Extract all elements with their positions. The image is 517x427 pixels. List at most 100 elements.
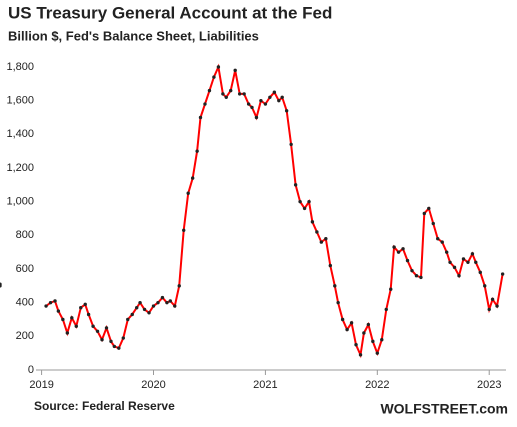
marker (156, 300, 160, 305)
marker (293, 183, 298, 187)
marker (405, 258, 410, 263)
marker (349, 321, 354, 325)
marker (319, 240, 324, 244)
marker (307, 199, 311, 204)
marker (195, 149, 199, 153)
marker (414, 274, 419, 278)
marker (440, 240, 444, 244)
marker (186, 191, 190, 195)
marker (151, 304, 156, 308)
marker (392, 245, 396, 249)
marker (354, 343, 358, 347)
marker (48, 300, 53, 305)
marker (135, 306, 139, 310)
marker (366, 322, 371, 327)
marker (177, 284, 181, 288)
marker (362, 331, 366, 335)
marker (165, 300, 169, 305)
marker (401, 247, 405, 251)
marker (478, 270, 482, 275)
marker (44, 304, 48, 308)
marker (61, 317, 65, 322)
y-tick-label: 1,200 (6, 162, 34, 174)
marker (490, 297, 495, 301)
marker (328, 263, 333, 268)
marker (284, 109, 289, 113)
marker (91, 324, 95, 328)
marker (298, 199, 302, 204)
marker (100, 338, 104, 342)
marker (190, 176, 195, 180)
marker (207, 88, 212, 93)
marker (461, 257, 466, 261)
marker (168, 299, 172, 303)
marker (138, 300, 142, 305)
marker (142, 307, 147, 312)
brand: WOLFSTREET.com (380, 401, 508, 417)
marker (324, 237, 328, 241)
marker (427, 206, 431, 211)
marker (246, 102, 251, 106)
marker (74, 324, 78, 328)
marker (126, 317, 130, 322)
marker (65, 331, 70, 335)
marker (315, 230, 319, 234)
marker (254, 115, 259, 120)
marker (216, 65, 221, 69)
marker (345, 327, 349, 332)
marker (371, 339, 375, 344)
line (45, 63, 504, 359)
marker (112, 344, 117, 349)
y-tick-label: 1,600 (6, 95, 34, 107)
marker (470, 252, 475, 256)
marker (198, 115, 203, 120)
marker (221, 92, 225, 96)
marker (495, 304, 499, 308)
marker (95, 329, 100, 333)
y-tick-label: 1,400 (6, 128, 34, 140)
marker (448, 260, 452, 264)
marker (229, 88, 233, 93)
marker (375, 351, 380, 355)
marker (233, 68, 237, 73)
marker (466, 260, 470, 264)
marker (237, 92, 242, 96)
marker (302, 206, 307, 211)
marker (419, 275, 423, 280)
marker (422, 211, 427, 216)
marker (173, 304, 177, 308)
marker (277, 98, 281, 103)
y-tick-label: 1,800 (6, 61, 34, 73)
y-tick-label: 800 (16, 229, 34, 241)
marker (130, 312, 134, 317)
marker (396, 250, 401, 254)
marker (70, 316, 74, 320)
y-tick-label: 400 (16, 297, 34, 309)
marker (242, 92, 246, 96)
y-tick-label: 600 (16, 263, 34, 275)
marker (104, 326, 109, 330)
marker (121, 336, 125, 340)
marker (487, 307, 491, 312)
marker (500, 272, 505, 276)
marker (289, 142, 293, 147)
marker (147, 311, 151, 315)
marker (452, 265, 457, 270)
marker (336, 300, 340, 305)
x-tick-label: 2019 (29, 379, 53, 391)
marker (224, 95, 228, 100)
x-tick-label: 2022 (365, 379, 389, 391)
marker (117, 346, 121, 350)
marker (182, 228, 186, 232)
marker (160, 295, 165, 300)
y-tick-label: 0 (28, 364, 34, 376)
marker (79, 306, 83, 310)
x-tick-label: 2020 (141, 379, 165, 391)
marker (86, 312, 91, 317)
marker (333, 284, 337, 288)
marker (203, 102, 207, 106)
marker (380, 338, 384, 342)
marker (53, 299, 57, 303)
marker (457, 274, 461, 278)
